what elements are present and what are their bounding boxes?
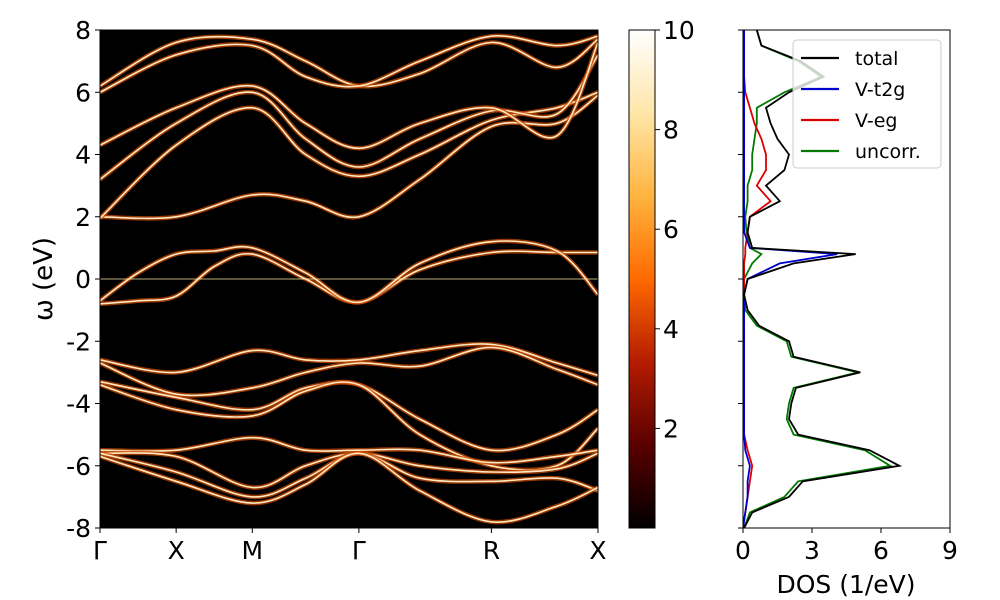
band-y-tick-label-2: 4 bbox=[75, 141, 91, 170]
legend-label-uncorr-: uncorr. bbox=[855, 141, 921, 163]
band-15 bbox=[100, 452, 598, 523]
colorbar: 10 8 6 4 2 bbox=[628, 16, 695, 529]
k-tick-label-5: X bbox=[589, 536, 606, 565]
dos-lines bbox=[743, 30, 903, 528]
band-y-tick-label-5: -2 bbox=[66, 327, 91, 356]
band-y-tick-label-4: 0 bbox=[75, 265, 91, 294]
band-y-tick-label-0: 8 bbox=[75, 16, 91, 45]
dos-x-tick-label-1: 3 bbox=[804, 536, 820, 565]
colorbar-tick-label-3: 4 bbox=[663, 315, 679, 344]
dos-series-uncorr- bbox=[743, 30, 893, 528]
legend-label-v-eg: V-eg bbox=[855, 110, 898, 132]
band-2 bbox=[100, 94, 598, 220]
dos-series-v-eg bbox=[743, 30, 772, 528]
colorbar-tick-label-2: 6 bbox=[663, 215, 679, 244]
band-4 bbox=[100, 54, 598, 181]
dos-legend: total V-t2g V-eg uncorr. bbox=[792, 39, 942, 169]
band-0 bbox=[100, 250, 598, 305]
colorbar-ticks: 10 8 6 4 2 bbox=[655, 16, 695, 443]
dos-y-axis-ticks bbox=[738, 29, 743, 529]
k-tick-label-1: X bbox=[168, 536, 185, 565]
band-y-axis-ticks: 8 6 4 2 0 -2 -4 -6 -8 bbox=[66, 16, 100, 543]
colorbar-tick-label-4: 2 bbox=[663, 414, 679, 443]
dos-x-tick-label-0: 0 bbox=[735, 536, 751, 565]
dos-x-axis-label: DOS (1/eV) bbox=[776, 570, 915, 599]
legend-label-v-t2g: V-t2g bbox=[855, 79, 905, 101]
dos-x-tick-label-3: 9 bbox=[942, 536, 958, 565]
k-tick-label-2: M bbox=[242, 536, 264, 565]
legend-label-total: total bbox=[855, 48, 898, 70]
band-1 bbox=[100, 240, 598, 304]
dos-x-axis-ticks: 0 3 6 9 bbox=[735, 528, 958, 565]
band-y-tick-label-6: -4 bbox=[66, 390, 91, 419]
band-y-tick-label-8: -8 bbox=[66, 514, 91, 543]
band-9 bbox=[100, 346, 598, 397]
dos-panel: 0 3 6 9 DOS (1/eV) total V-t2g V-eg uncorr. bbox=[735, 29, 958, 599]
dos-series-v-t2g bbox=[743, 30, 838, 528]
band-5 bbox=[100, 42, 598, 150]
colorbar-gradient bbox=[628, 29, 656, 529]
band-3 bbox=[100, 91, 598, 219]
k-tick-label-0: Γ bbox=[93, 536, 107, 565]
band-7 bbox=[100, 35, 598, 94]
legend-box bbox=[792, 39, 942, 169]
band-12 bbox=[100, 436, 598, 464]
band-8 bbox=[100, 343, 598, 377]
band-y-tick-label-1: 6 bbox=[75, 78, 91, 107]
band-lines bbox=[100, 33, 598, 525]
dos-series-total bbox=[743, 30, 903, 528]
colorbar-tick-label-0: 10 bbox=[663, 16, 695, 45]
k-tick-label-3: Γ bbox=[352, 536, 366, 565]
band-y-tick-label-3: 2 bbox=[75, 203, 91, 232]
dos-x-tick-label-2: 6 bbox=[873, 536, 889, 565]
colorbar-tick-label-1: 8 bbox=[663, 116, 679, 145]
band-y-axis-label: ω (eV) bbox=[29, 237, 59, 321]
k-tick-label-4: R bbox=[483, 536, 500, 565]
band-structure-panel: 8 6 4 2 0 -2 -4 -6 -8 Γ X M Γ R X ω (eV) bbox=[29, 16, 607, 565]
band-y-tick-label-7: -6 bbox=[66, 452, 91, 481]
